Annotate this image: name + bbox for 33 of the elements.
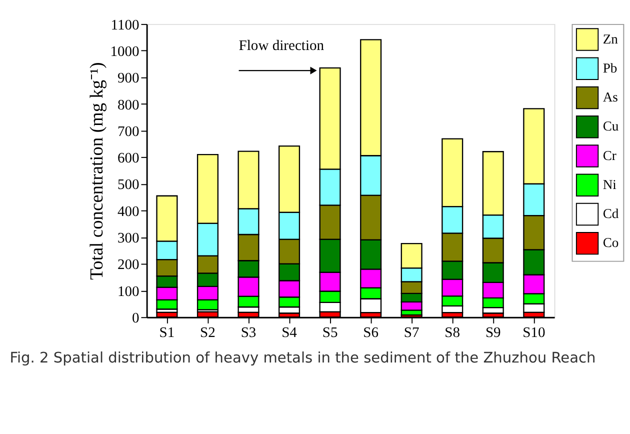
x-tick-label: S1 [159,325,175,342]
y-tick-label: 400 [117,204,140,220]
y-tick-label: 100 [117,284,140,300]
caption: Fig. 2 Spatial distribution of heavy metals in the sediment of the Zhuzhou Reach [10,350,596,367]
legend-label: Zn [602,31,618,46]
legend-label: Pb [602,60,618,76]
legend-label: Cd [602,206,619,222]
y-tick-label: 1100 [110,17,140,34]
y-tick-label: 300 [117,230,140,247]
legend-label: Cu [602,118,619,134]
x-tick-label: S9 [485,325,501,342]
y-axis-title: Total concentration (mg kg⁻¹) [86,62,106,280]
y-tick-label: 800 [117,97,140,114]
y-tick-label: 700 [117,124,140,140]
x-tick-label: S10 [522,325,546,342]
y-tick-label: 0 [132,310,140,326]
x-tick-label: S2 [200,325,216,342]
x-tick-label: S8 [444,325,460,342]
annotation: Flow direction [238,38,325,54]
x-tick-label: S4 [282,325,298,342]
y-tick-label: 1000 [110,44,140,60]
legend-label: Ni [602,176,617,192]
y-tick-label: 200 [117,257,140,274]
x-tick-label: S7 [404,325,420,342]
legend-label: Co [602,235,619,250]
y-tick-label: 500 [117,177,140,194]
legend-label: Cr [602,148,617,163]
x-tick-label: S5 [322,325,338,342]
x-tick-label: S3 [240,325,256,342]
y-tick-label: 600 [117,150,140,167]
legend-label: As [602,90,618,105]
x-tick-label: S6 [363,325,379,342]
y-tick-label: 900 [117,70,140,87]
